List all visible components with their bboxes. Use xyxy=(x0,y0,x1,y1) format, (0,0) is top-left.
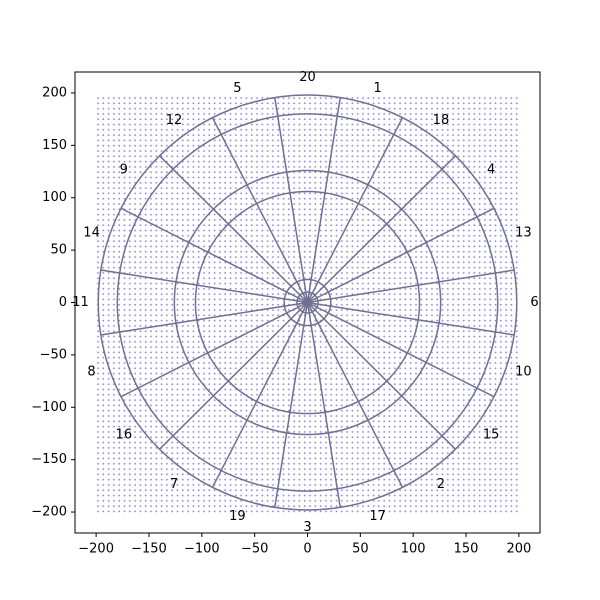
wedge-line xyxy=(307,269,515,304)
segment-label: 10 xyxy=(515,365,532,380)
x-tick-label: −200 xyxy=(78,542,114,557)
x-tick-label: 200 xyxy=(506,542,531,557)
y-tick-label: −200 xyxy=(31,505,67,520)
x-tick-label: 50 xyxy=(352,542,369,557)
wedge-line xyxy=(307,301,495,398)
y-tick-label: 150 xyxy=(42,138,67,153)
segment-label: 16 xyxy=(116,427,133,442)
wedge-line xyxy=(306,302,341,508)
y-tick-label: −100 xyxy=(31,400,67,415)
segment-label: 3 xyxy=(303,520,311,535)
ring xyxy=(194,190,421,415)
segment-label: 11 xyxy=(72,295,89,310)
y-tick-label: 200 xyxy=(42,85,67,100)
wedge-line xyxy=(100,269,308,304)
segment-label: 2 xyxy=(437,477,445,492)
ring xyxy=(283,278,332,327)
segment-label: 18 xyxy=(433,113,450,128)
x-tick-label: −150 xyxy=(131,542,167,557)
y-tick-label: −50 xyxy=(40,347,67,362)
x-tick-label: −100 xyxy=(184,542,220,557)
wedge-line xyxy=(274,302,309,508)
ring xyxy=(97,94,518,511)
segment-label: 6 xyxy=(530,295,538,310)
wedge-line xyxy=(307,207,495,304)
segment-label: 9 xyxy=(120,163,128,178)
segment-label: 17 xyxy=(369,509,386,524)
segment-label: 14 xyxy=(83,225,100,240)
x-tick-label: 0 xyxy=(303,542,311,557)
wedge-line xyxy=(306,117,404,303)
segment-label: 13 xyxy=(515,225,532,240)
segment-label: 19 xyxy=(229,509,246,524)
segment-label: 7 xyxy=(170,477,178,492)
wedge-line xyxy=(100,301,308,336)
segment-label: 20 xyxy=(299,70,316,85)
segment-label: 8 xyxy=(87,365,95,380)
x-tick-label: 100 xyxy=(401,542,426,557)
y-tick-label: 0 xyxy=(59,295,67,310)
y-tick-label: 100 xyxy=(42,190,67,205)
segment-label: 4 xyxy=(487,163,495,178)
wedge-line xyxy=(306,97,341,303)
x-tick-label: −50 xyxy=(241,542,268,557)
wedge-line xyxy=(306,155,456,304)
y-tick-label: −150 xyxy=(31,452,67,467)
segment-label: 15 xyxy=(483,427,500,442)
wedge-line xyxy=(120,301,308,398)
x-tick-label: 150 xyxy=(454,542,479,557)
wedge-line xyxy=(159,301,309,450)
ring xyxy=(296,291,319,314)
y-tick-label: 50 xyxy=(50,243,67,258)
wedge-line xyxy=(307,301,515,336)
segment-label: 12 xyxy=(166,113,183,128)
wedge-line xyxy=(211,302,309,488)
wedge-line xyxy=(306,302,404,488)
segment-label: 1 xyxy=(374,81,382,96)
segment-label: 5 xyxy=(233,81,241,96)
wedge-line xyxy=(274,97,309,303)
wedge-line xyxy=(211,117,309,303)
wedge-line xyxy=(159,155,309,304)
wedge-line xyxy=(306,301,456,450)
ring xyxy=(116,113,499,492)
ring xyxy=(173,169,442,436)
wedge-line xyxy=(120,207,308,304)
